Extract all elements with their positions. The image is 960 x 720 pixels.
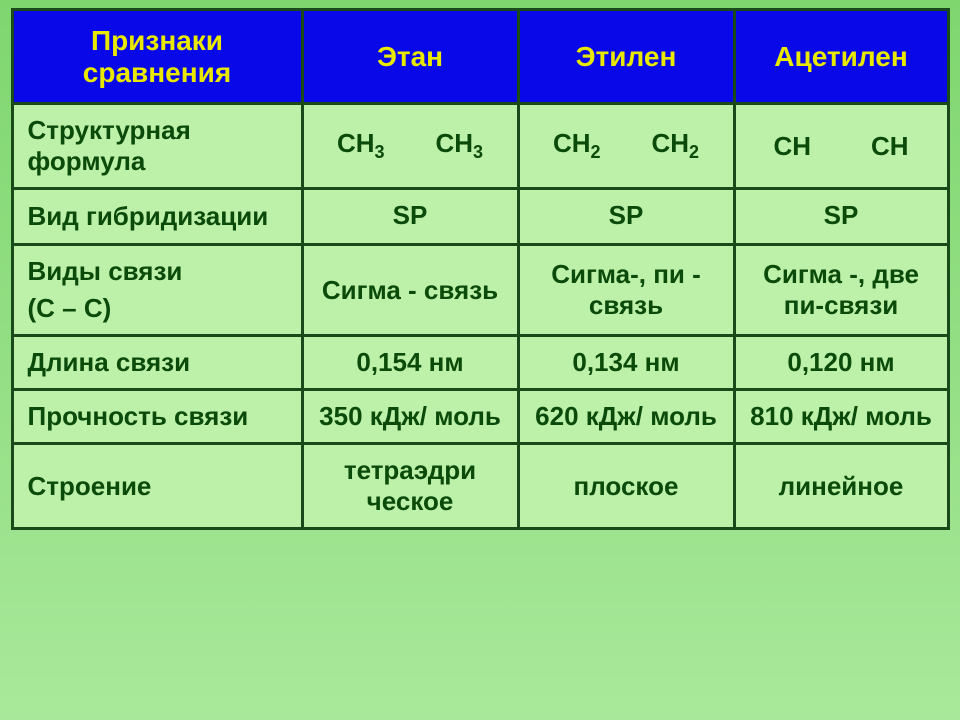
row-label-hybrid: Вид гибридизации [12,189,302,245]
formula-text: CH [871,131,909,162]
cell-str-2: 620 кДж/ моль [518,390,734,444]
formula-sub: 2 [591,143,601,163]
row-label-geo: Строение [12,444,302,529]
row-label-formula: Структурная формула [12,104,302,189]
table-row: Виды связи (С – С) Сигма - связь Сигма-,… [12,245,948,336]
table-row: Длина связи 0,154 нм 0,134 нм 0,120 нм [12,336,948,390]
table-row: Вид гибридизации SP SP SP [12,189,948,245]
formula-text: CH [337,128,375,158]
table-header-row: Признаки сравнения Этан Этилен Ацетилен [12,10,948,104]
formula-text: CH [435,128,473,158]
header-col-2: Этилен [518,10,734,104]
cell-bond-2: Сигма-, пи - связь [518,245,734,336]
cell-geo-1: тетраэдри ческое [302,444,518,529]
cell-geo-3: линейное [734,444,948,529]
formula-text: CH [773,131,811,162]
cell-formula-1: CH3 CH3 [302,104,518,189]
bond-label-l1: Виды связи [28,256,293,287]
bond-label-l2: (С – С) [28,293,293,324]
header-col-3: Ацетилен [734,10,948,104]
row-label-strength: Прочность связи [12,390,302,444]
cell-bond-3: Сигма -, две пи-связи [734,245,948,336]
row-label-len: Длина связи [12,336,302,390]
cell-len-2: 0,134 нм [518,336,734,390]
formula-text: CH [651,128,689,158]
cell-str-3: 810 кДж/ моль [734,390,948,444]
cell-geo-2: плоское [518,444,734,529]
formula-text: CH [553,128,591,158]
formula-sub: 2 [689,143,699,163]
cell-formula-3: CH CH [734,104,948,189]
cell-formula-2: CH2 CH2 [518,104,734,189]
comparison-table: Признаки сравнения Этан Этилен Ацетилен … [11,8,950,530]
header-col-0: Признаки сравнения [12,10,302,104]
row-label-bond: Виды связи (С – С) [12,245,302,336]
header-col-1: Этан [302,10,518,104]
cell-hybrid-3: SP [734,189,948,245]
cell-len-3: 0,120 нм [734,336,948,390]
table-row: Строение тетраэдри ческое плоское линейн… [12,444,948,529]
cell-bond-1: Сигма - связь [302,245,518,336]
formula-sub: 3 [375,143,385,163]
cell-hybrid-2: SP [518,189,734,245]
cell-hybrid-1: SP [302,189,518,245]
table-row: Структурная формула CH3 CH3 CH2 CH2 CH C… [12,104,948,189]
cell-str-1: 350 кДж/ моль [302,390,518,444]
formula-sub: 3 [473,143,483,163]
table-row: Прочность связи 350 кДж/ моль 620 кДж/ м… [12,390,948,444]
cell-len-1: 0,154 нм [302,336,518,390]
